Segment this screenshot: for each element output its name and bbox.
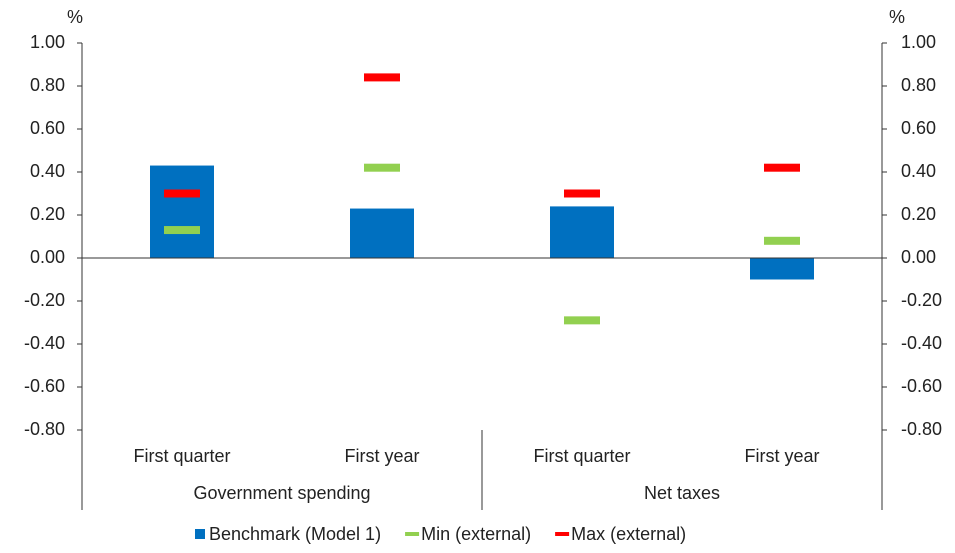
y-tick-label: -0.80 <box>24 419 65 439</box>
range-marker <box>164 226 200 235</box>
y2-tick-label: 0.00 <box>901 247 936 267</box>
group-label: Government spending <box>193 483 370 503</box>
bar <box>550 206 614 258</box>
y2-tick-label: 0.40 <box>901 161 936 181</box>
legend-label: Min (external) <box>421 524 531 544</box>
y2-tick-label: 0.20 <box>901 204 936 224</box>
y-tick-label: 0.60 <box>30 118 65 138</box>
x-tick-label: First quarter <box>533 446 630 466</box>
legend-label: Benchmark (Model 1) <box>209 524 381 544</box>
x-tick-label: First year <box>344 446 419 466</box>
y-tick-label: -0.40 <box>24 333 65 353</box>
range-marker <box>164 189 200 198</box>
y-tick-label: -0.60 <box>24 376 65 396</box>
x-tick-label: First quarter <box>133 446 230 466</box>
range-marker <box>364 163 400 172</box>
group-label: Net taxes <box>644 483 720 503</box>
legend-label: Max (external) <box>571 524 686 544</box>
y-tick-label: 0.20 <box>30 204 65 224</box>
bar <box>750 258 814 280</box>
x-tick-label: First year <box>744 446 819 466</box>
y2-axis-label: % <box>889 7 905 27</box>
y2-tick-label: 1.00 <box>901 32 936 52</box>
y2-tick-label: 0.80 <box>901 75 936 95</box>
range-marker <box>564 316 600 325</box>
y2-tick-label: 0.60 <box>901 118 936 138</box>
range-marker <box>764 163 800 172</box>
y-tick-label: -0.20 <box>24 290 65 310</box>
range-marker <box>764 236 800 245</box>
y-tick-label: 0.00 <box>30 247 65 267</box>
legend-swatch <box>195 529 205 539</box>
y2-tick-label: -0.80 <box>901 419 942 439</box>
y-tick-label: 1.00 <box>30 32 65 52</box>
y-tick-label: 0.40 <box>30 161 65 181</box>
y2-tick-label: -0.40 <box>901 333 942 353</box>
bar <box>350 208 414 258</box>
legend-swatch <box>405 532 420 536</box>
y-tick-label: 0.80 <box>30 75 65 95</box>
range-marker <box>364 73 400 82</box>
y2-tick-label: -0.20 <box>901 290 942 310</box>
bar <box>150 165 214 258</box>
legend-swatch <box>555 532 570 536</box>
range-marker <box>564 189 600 198</box>
y2-tick-label: -0.60 <box>901 376 942 396</box>
y-axis-label: % <box>67 7 83 27</box>
